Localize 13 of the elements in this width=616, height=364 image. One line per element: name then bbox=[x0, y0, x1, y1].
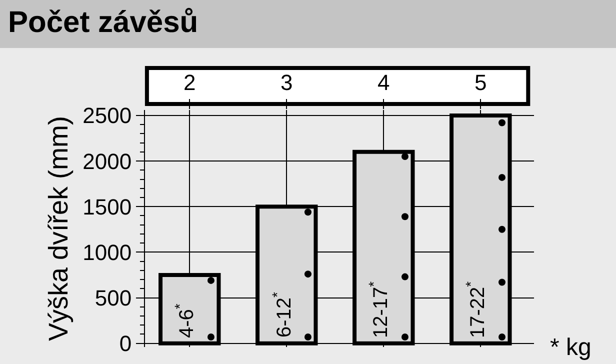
y-axis-title: Výška dvířek (mm) bbox=[44, 116, 74, 342]
y-tick-label: 1500 bbox=[82, 194, 132, 220]
chart-title: Počet závěsů bbox=[0, 0, 616, 48]
y-tick-label: 2000 bbox=[82, 148, 132, 174]
y-tick-label: 0 bbox=[119, 331, 132, 356]
y-tick-label: 2500 bbox=[82, 103, 132, 128]
x-tick-label: 2 bbox=[183, 70, 196, 96]
y-tick-label: 1000 bbox=[82, 240, 132, 265]
x-tick-label: 3 bbox=[280, 70, 293, 96]
y-tick-label: 500 bbox=[94, 285, 132, 310]
x-tick-label: 4 bbox=[378, 70, 390, 96]
text: * kg bbox=[550, 334, 592, 361]
x-tick-label: 5 bbox=[474, 70, 487, 96]
